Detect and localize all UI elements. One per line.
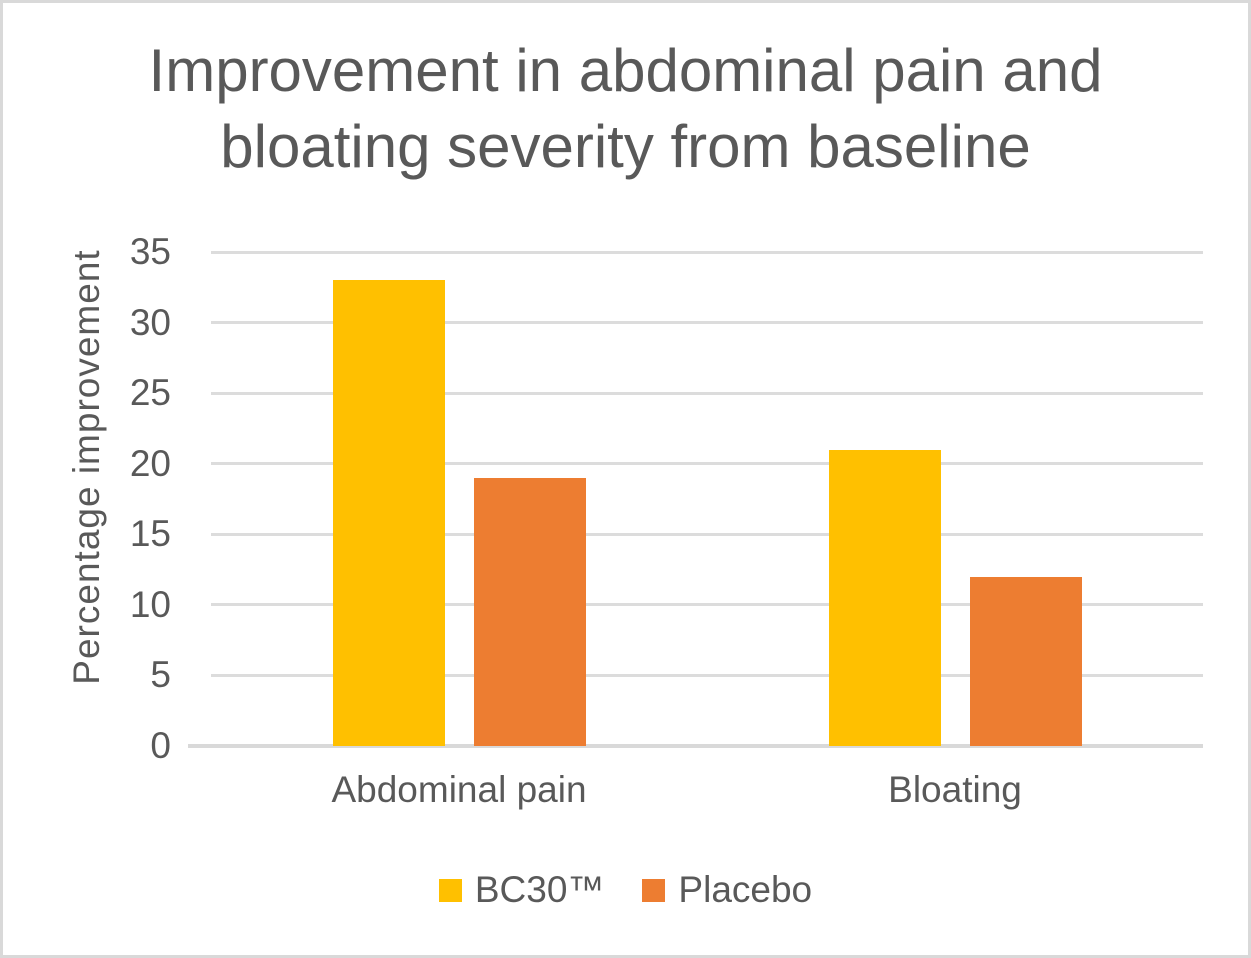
plot-area: [188, 250, 1203, 748]
gridline-25: [211, 391, 1203, 395]
gridline-15: [211, 532, 1203, 536]
gridline-35: [211, 250, 1203, 254]
y-tick-label-35: 35: [129, 231, 171, 272]
bar-abdominal-pain-placebo: [473, 477, 586, 746]
y-tick-label-0: 0: [150, 725, 171, 766]
y-tick-label-20: 20: [129, 442, 171, 484]
bar-bloating-placebo: [969, 576, 1082, 746]
legend-label-bc30: BC30™: [474, 869, 605, 910]
y-tick-label-25: 25: [129, 372, 171, 414]
y-tick-label-30: 30: [129, 301, 171, 343]
legend-item-bc30: BC30™: [438, 869, 605, 911]
legend-swatch-bc30: [438, 878, 462, 902]
x-axis-category-labels: Abdominal pain Bloating: [211, 769, 1203, 819]
chart-title: Improvement in abdominal pain and bloati…: [148, 37, 1103, 180]
x-label-bloating: Bloating: [888, 769, 1022, 810]
legend-swatch-placebo: [642, 878, 666, 902]
legend: BC30™ Placebo: [3, 869, 1248, 911]
y-tick-label-10: 10: [129, 583, 171, 625]
x-axis-line: [188, 744, 1203, 748]
legend-label-placebo: Placebo: [678, 869, 813, 910]
gridline-30: [211, 321, 1203, 325]
bar-abdominal-pain-bc30: [332, 280, 445, 746]
y-tick-label-15: 15: [129, 513, 171, 555]
gridline-10: [211, 603, 1203, 607]
y-tick-label-5: 5: [150, 654, 171, 696]
gridline-5: [211, 673, 1203, 677]
legend-item-placebo: Placebo: [642, 869, 812, 911]
x-label-abdominal-pain: Abdominal pain: [331, 769, 587, 810]
gridline-20: [211, 462, 1203, 466]
bar-bloating-bc30: [828, 449, 941, 746]
y-axis-tick-labels: 0 5 10 15 20 25 30 35: [3, 231, 171, 766]
